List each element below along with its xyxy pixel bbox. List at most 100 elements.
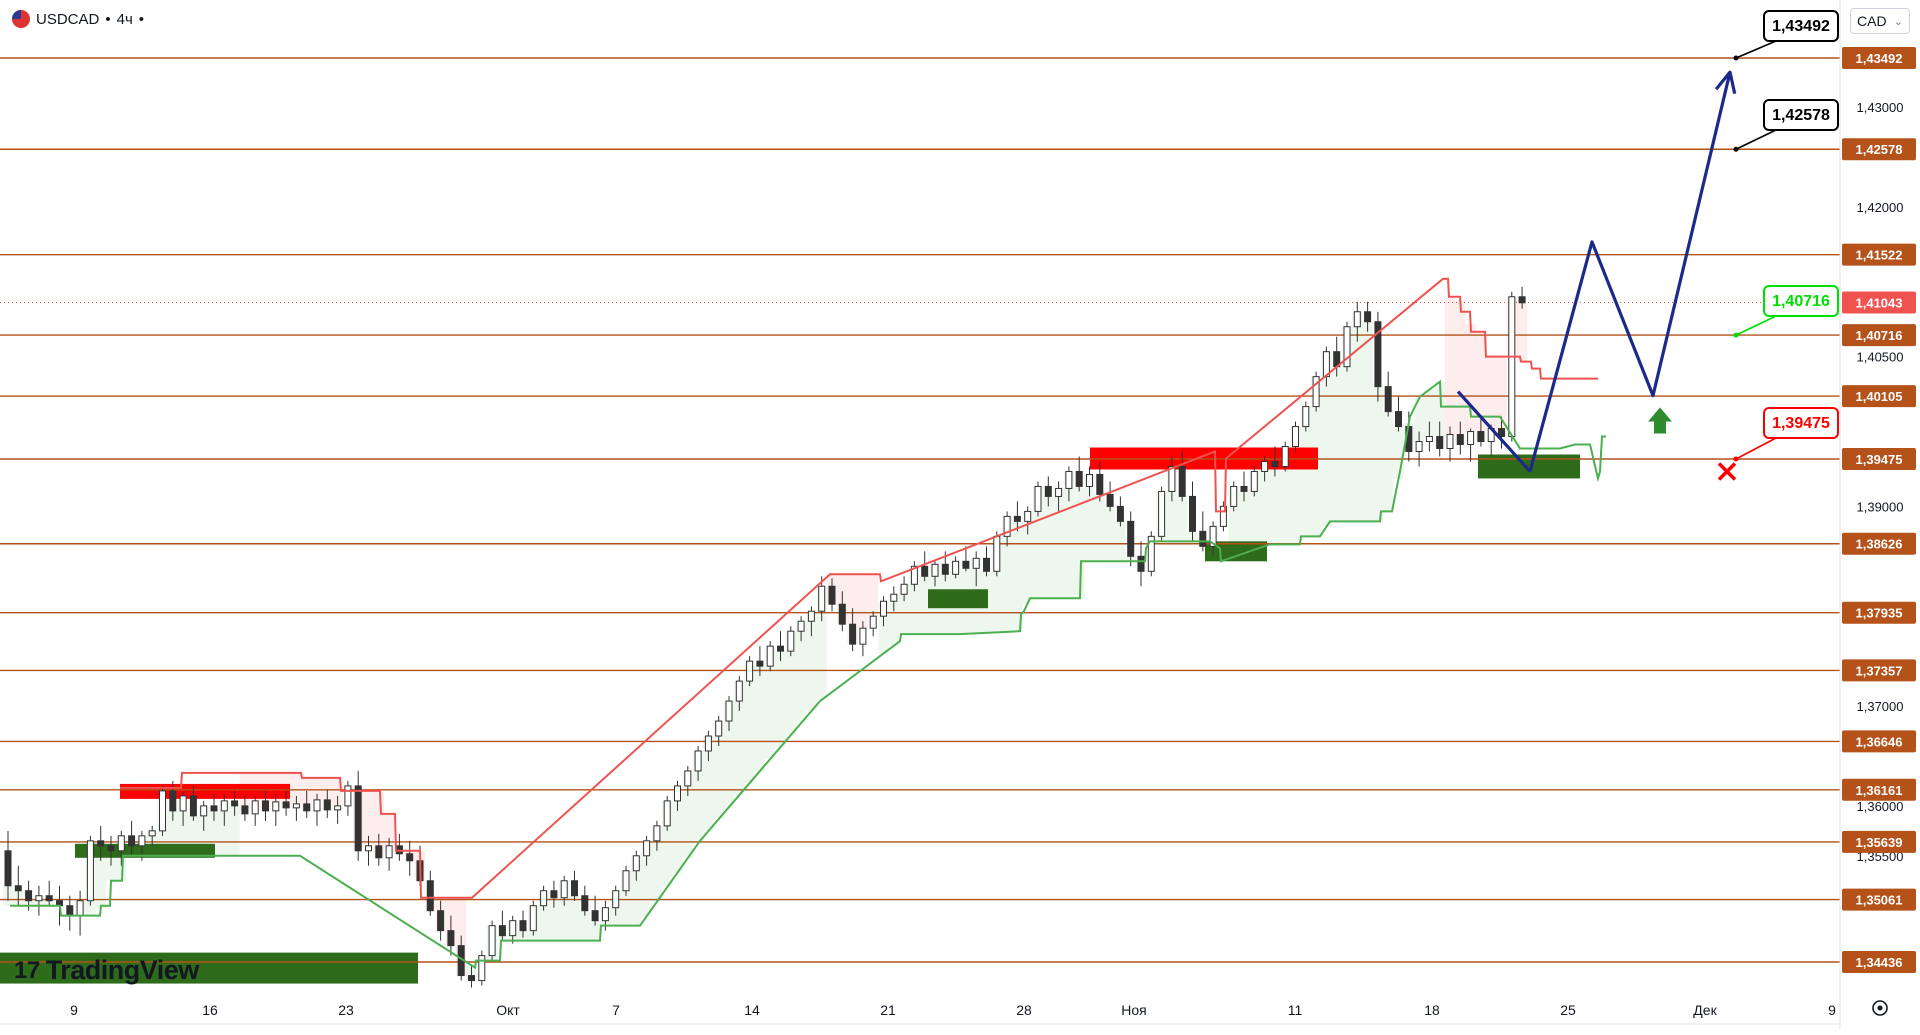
candle[interactable] (921, 551, 929, 582)
candle[interactable] (1240, 471, 1248, 502)
symbol-header[interactable]: USDCAD • 4ч • (8, 8, 149, 30)
candle[interactable] (97, 825, 105, 861)
level-price-label[interactable]: 1,41522 (1842, 243, 1916, 266)
candle[interactable] (766, 641, 774, 672)
candle[interactable] (498, 910, 506, 941)
candle[interactable] (272, 793, 280, 826)
candle[interactable] (1364, 301, 1372, 332)
candle[interactable] (704, 731, 712, 761)
candle[interactable] (385, 837, 393, 871)
candle[interactable] (550, 880, 558, 908)
current-price-label[interactable]: 1,41043 (1842, 291, 1916, 314)
candle[interactable] (622, 865, 630, 896)
candle[interactable] (931, 561, 939, 587)
candle[interactable] (756, 646, 764, 677)
candle[interactable] (1189, 481, 1196, 542)
candle[interactable] (1467, 428, 1475, 462)
interval-label[interactable]: 4ч (116, 10, 133, 28)
candle[interactable] (972, 551, 980, 587)
candle[interactable] (1425, 421, 1433, 452)
candle[interactable] (828, 578, 836, 612)
candle[interactable] (1024, 506, 1032, 535)
candle[interactable] (478, 950, 486, 986)
candle[interactable] (715, 716, 723, 746)
candle[interactable] (663, 795, 671, 831)
candle[interactable] (35, 885, 43, 916)
candle[interactable] (519, 910, 527, 938)
candle[interactable] (468, 965, 475, 988)
candle[interactable] (540, 885, 548, 911)
projection-line[interactable] (1528, 71, 1732, 472)
candle[interactable] (45, 880, 53, 906)
candle[interactable] (1343, 321, 1351, 372)
candle[interactable] (1178, 451, 1186, 502)
level-price-label[interactable]: 1,34436 (1842, 951, 1916, 973)
candle[interactable] (787, 626, 795, 657)
candle[interactable] (323, 789, 331, 818)
candle[interactable] (529, 900, 537, 936)
candle[interactable] (344, 780, 352, 816)
candle[interactable] (488, 920, 496, 961)
candle[interactable] (365, 835, 372, 866)
candle[interactable] (890, 586, 898, 612)
level-price-label[interactable]: 1,38626 (1842, 532, 1916, 555)
candle[interactable] (910, 561, 918, 592)
level-price-label[interactable]: 1,37935 (1842, 601, 1916, 624)
candle[interactable] (694, 745, 702, 781)
candle[interactable] (612, 885, 620, 916)
candle[interactable] (406, 840, 414, 876)
candle[interactable] (1302, 401, 1310, 432)
candle[interactable] (818, 576, 826, 622)
candle[interactable] (1116, 496, 1124, 527)
level-price-label[interactable]: 1,37357 (1842, 659, 1916, 682)
level-price-label[interactable]: 1,39475 (1842, 447, 1916, 470)
candle[interactable] (735, 676, 743, 712)
candle[interactable] (426, 870, 434, 916)
candle[interactable] (684, 765, 692, 796)
candle[interactable] (86, 835, 94, 906)
candle[interactable] (375, 833, 383, 866)
level-price-label[interactable]: 1,40716 (1842, 324, 1916, 347)
level-price-label[interactable]: 1,35639 (1842, 830, 1916, 853)
candle[interactable] (643, 835, 651, 866)
candle[interactable] (1055, 481, 1063, 512)
candle[interactable] (1415, 431, 1423, 467)
candle[interactable] (148, 825, 156, 846)
candle[interactable] (509, 915, 517, 944)
candle[interactable] (231, 790, 239, 816)
candle[interactable] (560, 875, 568, 906)
level-price-label[interactable]: 1,36161 (1842, 778, 1916, 801)
candle[interactable] (1219, 501, 1227, 532)
candle[interactable] (14, 865, 22, 906)
candle[interactable] (632, 850, 640, 881)
candle[interactable] (200, 800, 208, 831)
level-price-label[interactable]: 1,40105 (1842, 385, 1916, 408)
candle[interactable] (1003, 511, 1011, 547)
candle[interactable] (962, 546, 970, 572)
candle[interactable] (1158, 486, 1166, 542)
candle[interactable] (1395, 396, 1402, 432)
candle[interactable] (983, 546, 990, 577)
candle[interactable] (1075, 456, 1083, 492)
candle[interactable] (179, 790, 187, 826)
candle[interactable] (1137, 541, 1145, 587)
candle[interactable] (746, 656, 754, 687)
settings-icon[interactable] (1872, 1000, 1888, 1016)
candle[interactable] (1086, 466, 1093, 497)
candle[interactable] (571, 870, 578, 901)
candle[interactable] (1261, 456, 1269, 482)
candle[interactable] (777, 631, 784, 662)
candle[interactable] (900, 576, 908, 602)
candle[interactable] (1106, 481, 1114, 512)
candle[interactable] (1508, 291, 1516, 442)
target-callout[interactable]: 1,40716 (1733, 285, 1839, 338)
level-price-label[interactable]: 1,43492 (1842, 47, 1916, 69)
candle[interactable] (117, 830, 125, 866)
candle[interactable] (1353, 301, 1361, 342)
candle[interactable] (334, 795, 342, 824)
candle[interactable] (1456, 421, 1464, 455)
candle[interactable] (674, 780, 681, 811)
target-callout[interactable]: 1,43492 (1733, 10, 1839, 61)
candle[interactable] (591, 895, 599, 926)
